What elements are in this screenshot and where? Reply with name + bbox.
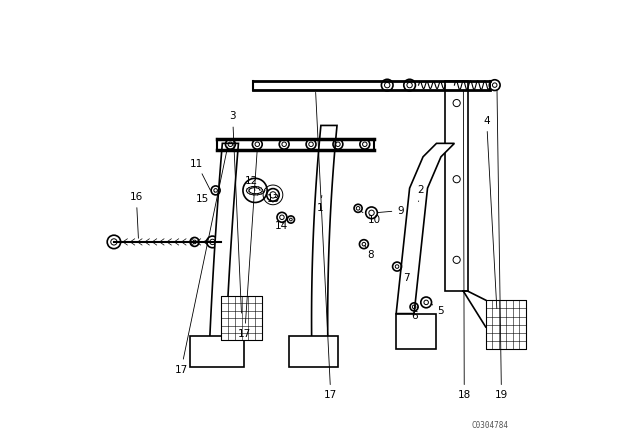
Polygon shape [396, 314, 436, 349]
Polygon shape [190, 336, 244, 367]
Text: 3: 3 [229, 112, 241, 313]
Text: 17: 17 [175, 147, 228, 375]
Text: 5: 5 [431, 304, 444, 316]
Text: 8: 8 [365, 246, 374, 260]
Polygon shape [289, 336, 338, 367]
Text: 13: 13 [266, 194, 280, 204]
Text: 15: 15 [196, 192, 215, 204]
Polygon shape [486, 300, 526, 349]
Polygon shape [312, 125, 337, 358]
Text: 16: 16 [130, 192, 143, 238]
Text: 7: 7 [400, 270, 410, 283]
Text: 17: 17 [238, 151, 257, 339]
Text: 10: 10 [361, 211, 381, 225]
Polygon shape [221, 296, 262, 340]
Text: 11: 11 [190, 159, 211, 190]
Text: 17: 17 [316, 92, 337, 400]
Text: C0304784: C0304784 [471, 421, 508, 430]
Text: 18: 18 [458, 90, 471, 400]
Text: 19: 19 [495, 90, 508, 400]
Polygon shape [396, 143, 454, 314]
Text: 9: 9 [378, 206, 404, 215]
Text: 6: 6 [411, 307, 418, 321]
Polygon shape [209, 143, 239, 358]
Text: 4: 4 [483, 116, 497, 309]
Text: 12: 12 [245, 177, 259, 190]
Text: 2: 2 [417, 185, 424, 202]
Text: 1: 1 [317, 195, 323, 213]
Text: 14: 14 [275, 221, 289, 231]
